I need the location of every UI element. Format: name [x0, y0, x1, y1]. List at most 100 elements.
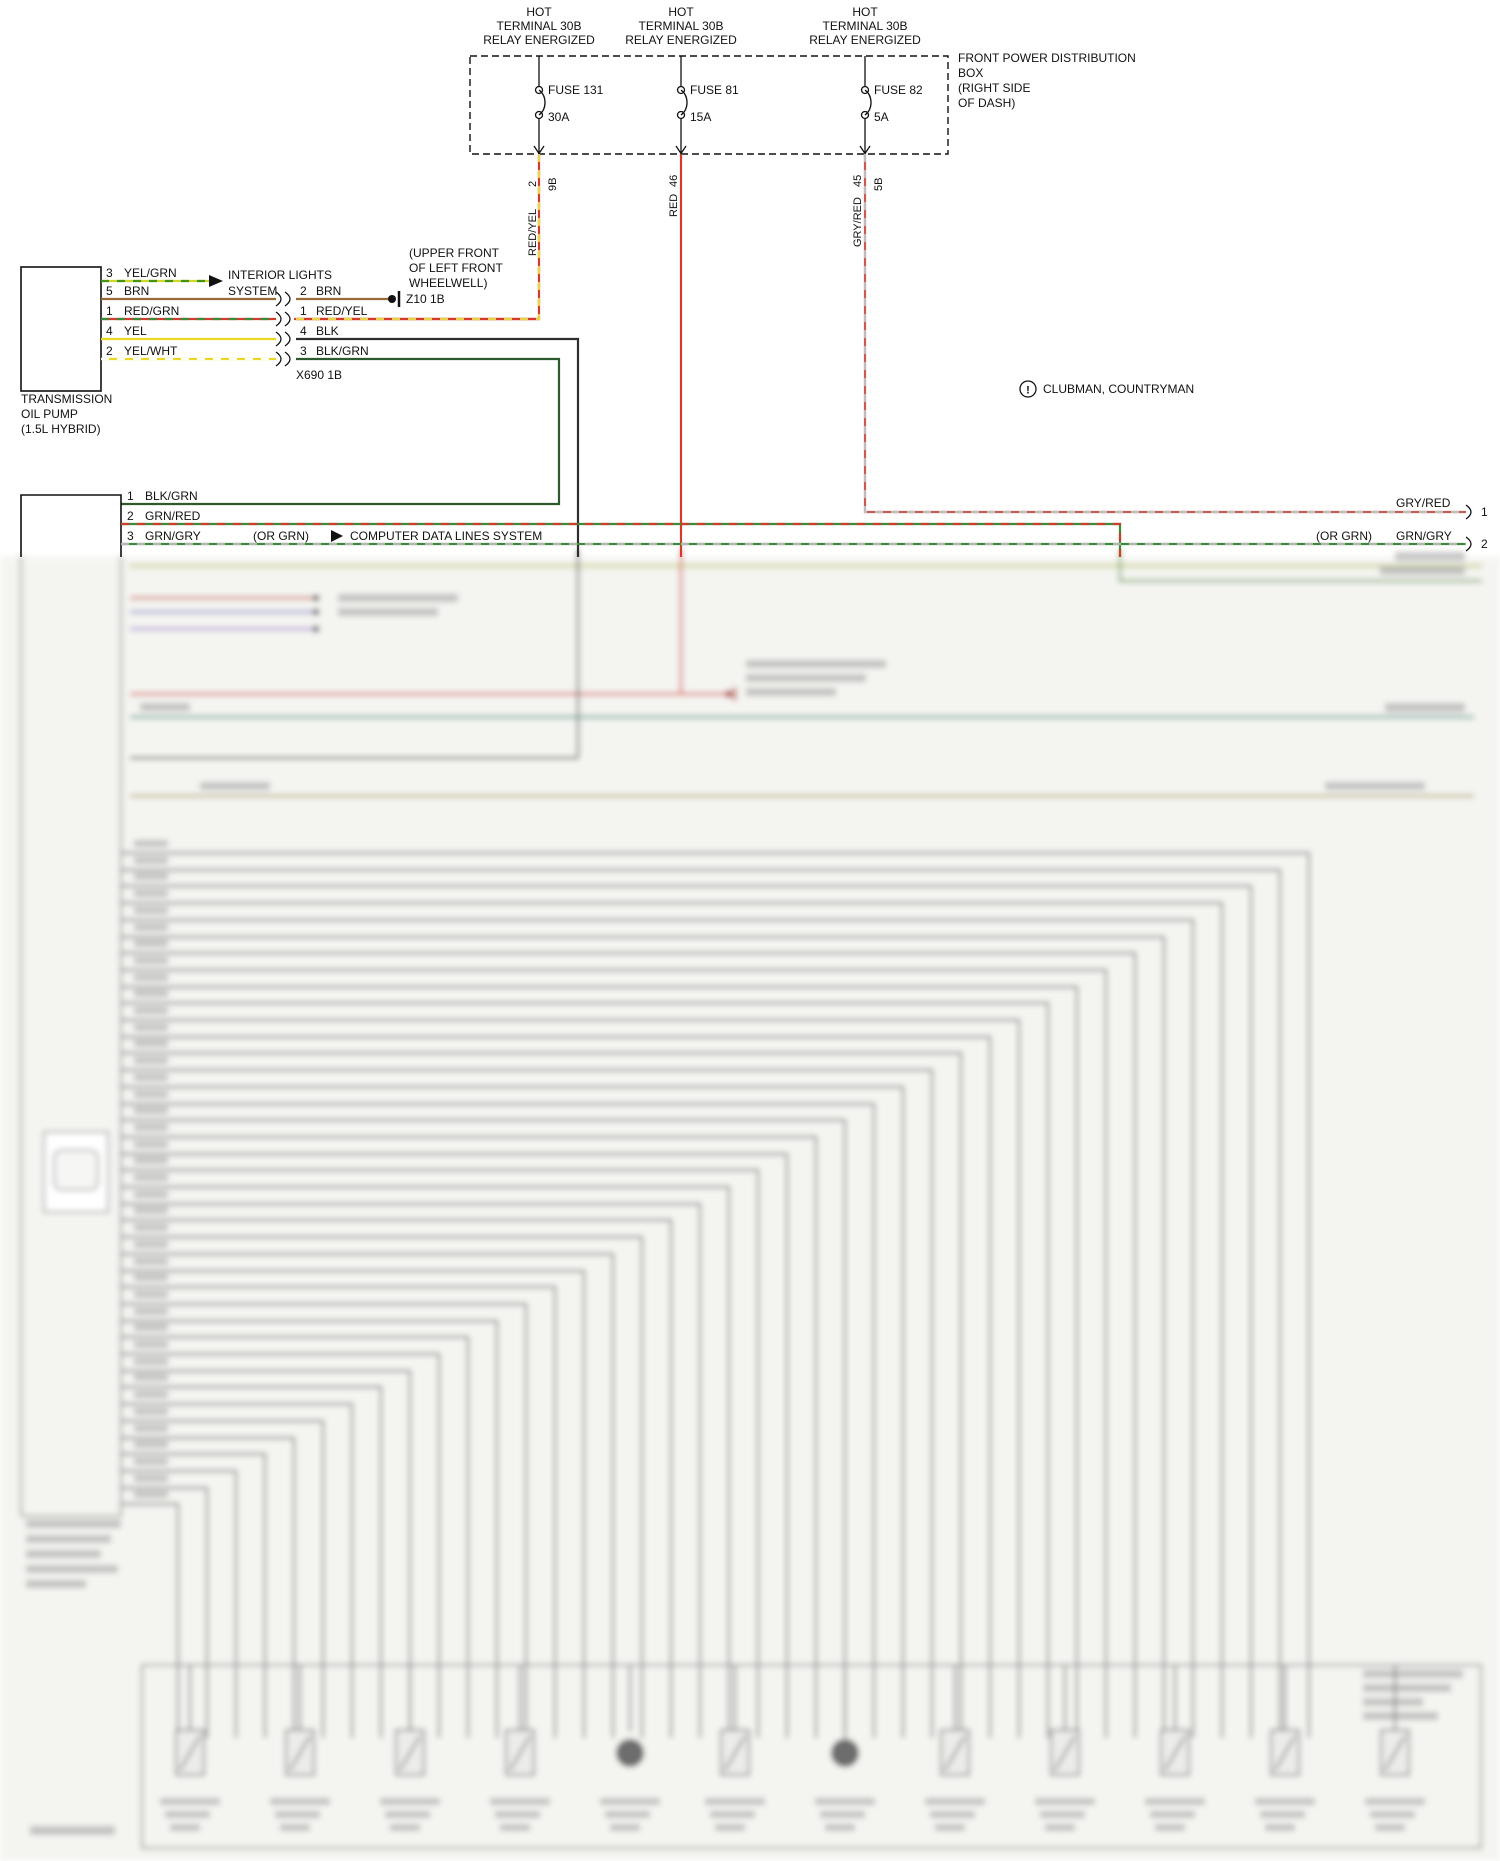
blurred-component-label: [390, 1824, 420, 1831]
blurred-wire: [121, 1068, 934, 1738]
wire-color-label: BRN: [316, 284, 341, 298]
blurred-wire-label: [134, 1107, 168, 1114]
wire-color-label: RED/YEL: [316, 304, 368, 318]
blurred-wire: [121, 1285, 557, 1738]
blurred-wire: [121, 1352, 441, 1738]
splice-location: OF LEFT FRONT: [409, 261, 503, 275]
blurred-component-label: [275, 1811, 320, 1818]
blurred-wire: [121, 1218, 673, 1738]
system-reference: SYSTEM: [228, 284, 277, 298]
wire-color-label: GRN/GRY: [1396, 529, 1452, 543]
blurred-wire: [121, 951, 1137, 1738]
blurred-component-label: [1265, 1824, 1295, 1831]
blurred-wire: [121, 851, 1311, 1738]
blurred-valve-symbol: [1384, 1735, 1406, 1771]
blurred-wire-label: [134, 890, 168, 897]
blurred-wire: [121, 1502, 180, 1738]
blurred-connector-cavity: [53, 1149, 99, 1191]
blurred-red-wire: [130, 550, 727, 696]
blurred-wire: [121, 1018, 1021, 1738]
blurred-wire-label: [134, 1207, 168, 1214]
blurred-wire-label: [134, 1040, 168, 1047]
component-label: OIL PUMP: [21, 407, 78, 421]
system-arrow-icon: [209, 275, 223, 287]
blurred-component-label: [820, 1811, 865, 1818]
blurred-component-label: [1155, 1824, 1185, 1831]
fuse-box-label: BOX: [958, 66, 983, 80]
blurred-wire-label: [134, 1441, 168, 1448]
blurred-label: [26, 1565, 118, 1573]
blurred-wire: [121, 968, 1108, 1738]
fuse-terminal-icon: [860, 85, 870, 95]
wire-alt-color-label: (OR GRN): [1316, 529, 1372, 543]
wire-pin-label: 46: [668, 175, 680, 187]
blurred-splice-dot: [312, 594, 320, 602]
hot-label: TERMINAL 30B: [497, 19, 582, 33]
blurred-wire-mesh: [121, 840, 1311, 1738]
blurred-component-label: [935, 1824, 965, 1831]
wire-gry-red: [863, 154, 1466, 514]
hot-label: HOT: [526, 5, 552, 19]
blurred-wire-label: [134, 907, 168, 914]
wire-color-label: BLK/GRN: [316, 344, 369, 358]
blurred-wire-label: [134, 1458, 168, 1465]
blurred-label: [1395, 552, 1465, 561]
blurred-splice-dot: [312, 608, 320, 616]
blurred-component-label: [490, 1798, 550, 1805]
blurred-valve-symbol: [179, 1735, 201, 1771]
splice-location: (UPPER FRONT: [409, 246, 500, 260]
blurred-label: [746, 660, 886, 668]
variant-note: CLUBMAN, COUNTRYMAN: [1043, 382, 1194, 396]
wire-color-label: GRN/GRY: [145, 529, 201, 543]
blurred-wire: [121, 1152, 789, 1738]
blurred-component-label: [160, 1798, 220, 1805]
fuse-terminal-icon: [676, 85, 686, 95]
pin-number: 1: [127, 489, 134, 503]
power-column-fuse82: HOT TERMINAL 30B RELAY ENERGIZED FUSE 82…: [809, 5, 923, 247]
control-module-box: [20, 494, 122, 557]
blurred-label: [746, 674, 866, 682]
blurred-component-label: [1040, 1811, 1085, 1818]
blurred-wire: [121, 1319, 499, 1738]
blurred-component-label: [280, 1824, 310, 1831]
blurred-wire: [121, 1001, 1050, 1738]
wire-color-label: YEL: [124, 324, 147, 338]
blurred-label: [26, 1580, 86, 1588]
blurred-component-label: [500, 1824, 530, 1831]
wire-grn-red: [121, 522, 1122, 557]
hot-label: RELAY ENERGIZED: [809, 33, 921, 47]
blurred-wire-label: [134, 1141, 168, 1148]
wire-color-label: RED/GRN: [124, 304, 179, 318]
blurred-wire-label: [134, 974, 168, 981]
wire-color-label: BLK/GRN: [145, 489, 198, 503]
splice-dot-icon: [388, 295, 396, 303]
blurred-wire-label: [134, 1191, 168, 1198]
fuse-name: FUSE 131: [548, 83, 604, 97]
blurred-wire: [121, 1469, 238, 1738]
blurred-component-label: [1260, 1811, 1305, 1818]
exit-chevron-icon: [533, 145, 545, 155]
pin-number: 1: [1481, 505, 1488, 519]
note-marker-icon: [1019, 380, 1037, 398]
blurred-splice-dot: [725, 690, 733, 698]
blurred-label: [746, 688, 836, 696]
blurred-wire-label: [134, 1057, 168, 1064]
hot-label: RELAY ENERGIZED: [625, 33, 737, 47]
hot-label: HOT: [668, 5, 694, 19]
blurred-component-label: [1150, 1811, 1195, 1818]
blurred-wire: [121, 1335, 470, 1738]
blurred-label: [140, 703, 190, 711]
wire-color-label: RED: [668, 194, 680, 217]
fuse-terminal-icon: [534, 85, 544, 95]
blurred-wire-label: [134, 1024, 168, 1031]
blurred-label: [26, 1550, 101, 1558]
wire-color-label: YEL/GRN: [124, 266, 177, 280]
pin-number: 3: [300, 344, 307, 358]
blurred-wire-label: [134, 1308, 168, 1315]
blurred-wire-label: [134, 1174, 168, 1181]
fuse-box-label: (RIGHT SIDE: [958, 81, 1030, 95]
blurred-component-label: [715, 1824, 745, 1831]
blurred-component-label: [1145, 1798, 1205, 1805]
blurred-wire: [121, 935, 1166, 1738]
